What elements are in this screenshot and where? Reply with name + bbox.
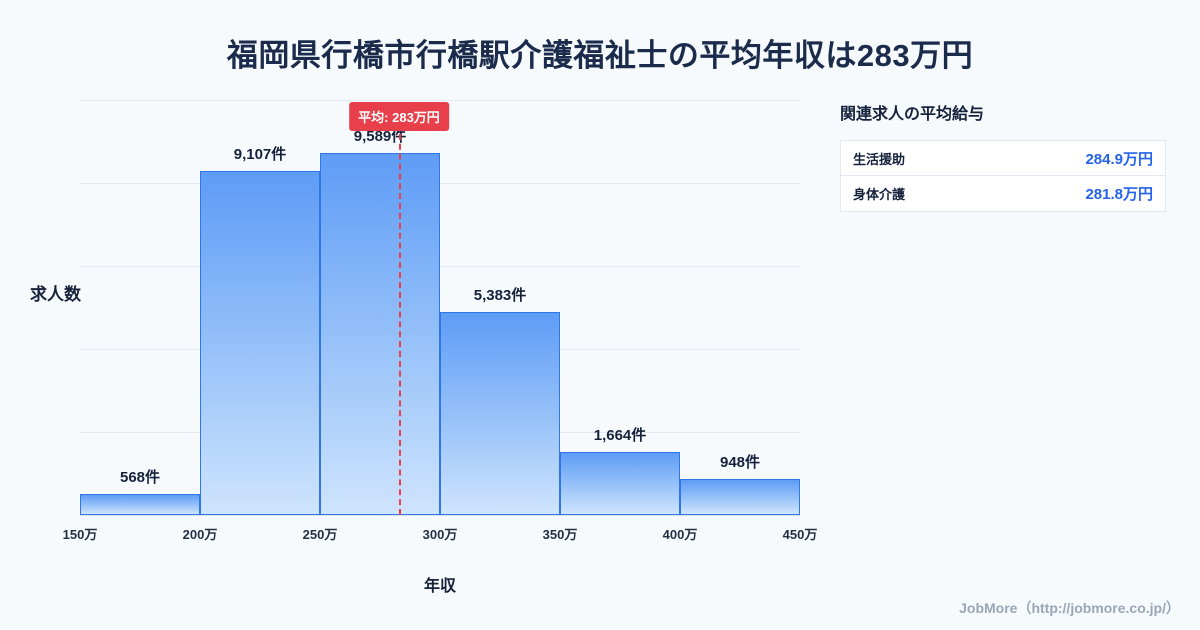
bar-value-label: 948件 bbox=[719, 454, 761, 471]
gridline bbox=[80, 100, 800, 101]
x-tick-label: 450万 bbox=[782, 527, 818, 542]
panel-heading: 関連求人の平均給与 bbox=[840, 106, 985, 123]
panel-table: 生活援助 284.9万円身体介護 281.8万円 bbox=[840, 140, 1166, 212]
panel-row-value: 281.8万円 bbox=[1085, 186, 1153, 203]
x-axis-ticks: 150万 200万 250万 300万 350万 400万 450万 bbox=[63, 524, 818, 544]
panel-row-value: 284.9万円 bbox=[1085, 150, 1153, 168]
average-line bbox=[399, 124, 401, 515]
page-title: 福岡県行橋市行橋駅介護福祉士の平均年収は283万円 bbox=[226, 38, 974, 73]
related-jobs-panel: 関連求人の平均給与 生活援助 284.9万円身体介護 281.8万円 bbox=[840, 100, 1166, 212]
x-tick-label: 300万 bbox=[422, 527, 458, 542]
y-axis-label: 求人数 bbox=[30, 285, 81, 304]
histogram-plot-area: 568件 9,107件 9,589件 5,383件 1,664件 948件 平均: 283万… bbox=[80, 100, 800, 516]
x-axis-label: 年収 bbox=[423, 578, 456, 595]
histogram-bar bbox=[440, 312, 560, 515]
histogram-bar bbox=[560, 452, 680, 515]
histogram-bar bbox=[80, 494, 200, 515]
histogram-bar bbox=[320, 153, 440, 515]
histogram-bar bbox=[680, 479, 800, 515]
average-badge: 平均: 283万円 bbox=[349, 102, 449, 131]
bar-value-label: 5,383件 bbox=[473, 287, 527, 304]
panel-row-label: 身体介護 bbox=[853, 187, 906, 202]
x-tick-label: 200万 bbox=[182, 527, 218, 542]
gridline bbox=[80, 515, 800, 516]
footer-credit: JobMore（http://jobmore.co.jp/） bbox=[959, 600, 1180, 616]
panel-row-label: 生活援助 bbox=[853, 151, 906, 167]
x-tick-label: 350万 bbox=[542, 527, 578, 542]
x-tick-label: 150万 bbox=[62, 527, 98, 542]
bar-value-label: 9,589件 bbox=[353, 128, 407, 145]
panel-row: 身体介護 281.8万円 bbox=[840, 176, 1166, 212]
bar-value-label: 568件 bbox=[119, 469, 161, 486]
panel-row: 生活援助 284.9万円 bbox=[840, 140, 1166, 176]
bar-value-label: 1,664件 bbox=[593, 427, 647, 444]
bar-value-label: 9,107件 bbox=[233, 146, 287, 163]
x-tick-label: 250万 bbox=[302, 527, 338, 542]
gridline bbox=[80, 183, 800, 184]
x-tick-label: 400万 bbox=[662, 527, 698, 542]
gridline bbox=[80, 266, 800, 267]
histogram-bar bbox=[200, 171, 320, 515]
